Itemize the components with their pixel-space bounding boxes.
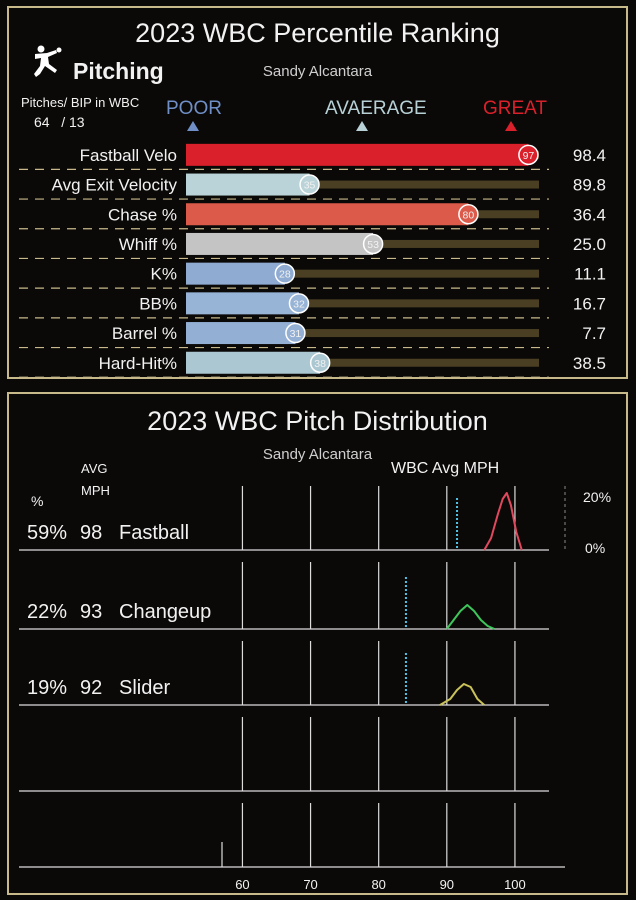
pitch-pct: 59%	[27, 522, 67, 544]
pitch-distribution-panel: 2023 WBC Pitch Distribution Sandy Alcant…	[7, 392, 628, 895]
counts-label: Pitches/ BIP in WBC	[21, 95, 140, 110]
percentile-label: 80	[463, 209, 475, 221]
percentile-ranking-panel: 2023 WBC Percentile Ranking Pitching San…	[7, 6, 628, 379]
metric-value: 16.7	[573, 294, 606, 313]
pitch-avg-mph: 98	[80, 522, 102, 544]
bar-track	[186, 269, 539, 278]
x-tick-label: 80	[371, 877, 385, 892]
poor-marker-icon	[187, 121, 199, 131]
bar-track	[186, 329, 539, 338]
distribution-chart: 60 70 80 90 100 59% 98 Fastball 22% 93 Changeup 19%…	[19, 486, 566, 892]
pitch-name: Fastball	[119, 522, 189, 544]
percentile-dot	[309, 352, 331, 373]
metric-value: 7.7	[582, 324, 606, 343]
percentile-dot	[299, 174, 320, 195]
ranking-title: 2023 WBC Percentile Ranking	[135, 18, 500, 48]
percentile-label: 31	[290, 328, 302, 340]
percentile-label: 38	[314, 358, 326, 370]
wbc-avg-mph-label: WBC Avg MPH	[391, 460, 500, 477]
metric-label: Barrel %	[112, 324, 177, 343]
distribution-curve	[439, 683, 485, 706]
metric-value: 25.0	[573, 235, 606, 254]
avg-column-header: AVG	[81, 461, 108, 476]
pitch-pct: 19%	[27, 677, 67, 699]
metric-label: K%	[151, 265, 177, 284]
mph-column-header: MPH	[81, 483, 110, 498]
scale-max-label: 20%	[583, 489, 612, 505]
metric-value: 38.5	[573, 354, 606, 373]
metric-value: 36.4	[573, 205, 606, 224]
bar-track	[186, 358, 539, 367]
metric-label: Fastball Velo	[80, 146, 177, 165]
ranking-player: Sandy Alcantara	[262, 63, 373, 80]
bar-track	[186, 299, 539, 308]
pitch-avg-mph: 93	[80, 601, 102, 623]
percentile-chart: 97 Fastball Velo 98.4 35 Avg Exit Velocity 89…	[19, 143, 606, 377]
percentile-bar	[186, 351, 321, 374]
percentile-label: 28	[279, 269, 291, 281]
bar-track	[186, 180, 539, 189]
distribution-player: Sandy Alcantara	[262, 446, 373, 463]
pitcher-icon	[29, 44, 65, 80]
pct-column-header: %	[31, 493, 44, 509]
percentile-label: 35	[304, 180, 316, 192]
average-marker-icon	[356, 121, 368, 131]
x-tick-label: 60	[235, 877, 249, 892]
metric-label: Chase %	[108, 205, 177, 224]
distribution-title: 2023 WBC Pitch Distribution	[147, 406, 488, 436]
section-label: Pitching	[73, 58, 164, 84]
percentile-bar	[186, 173, 310, 196]
great-marker-icon	[505, 121, 517, 131]
pitch-name: Slider	[119, 677, 170, 699]
metric-label: BB%	[139, 294, 177, 313]
pitch-name: Changeup	[119, 601, 211, 623]
pitch-avg-mph: 92	[80, 677, 102, 699]
x-tick-label: 90	[440, 877, 454, 892]
metric-label: Avg Exit Velocity	[52, 176, 178, 195]
percentile-bar	[186, 322, 296, 345]
distribution-curve	[483, 492, 523, 551]
percentile-dot	[285, 322, 306, 344]
percentile-bar	[186, 232, 374, 255]
percentile-bar	[186, 203, 469, 226]
percentile-dot	[274, 263, 296, 284]
scale-min-label: 0%	[585, 540, 606, 556]
percentile-label: 32	[293, 298, 305, 310]
x-tick-label: 100	[504, 877, 526, 892]
percentile-bar	[186, 262, 285, 285]
metric-value: 11.1	[574, 265, 606, 284]
metric-value: 89.8	[573, 176, 606, 195]
percentile-dot	[518, 144, 539, 166]
metric-label: Whiff %	[119, 235, 177, 254]
percentile-dot	[458, 204, 479, 225]
percentile-dot	[288, 293, 310, 314]
great-label: GREAT	[483, 98, 548, 119]
distribution-curve	[446, 604, 495, 630]
percentile-bar	[186, 292, 299, 315]
percentile-label: 53	[367, 239, 379, 251]
x-tick-label: 70	[303, 877, 317, 892]
percentile-dot	[362, 233, 384, 255]
metric-value: 98.4	[573, 146, 606, 165]
percentile-label: 97	[523, 150, 535, 162]
poor-label: POOR	[166, 98, 222, 119]
average-label: AVAERAGE	[325, 98, 427, 119]
metric-label: Hard-Hit%	[99, 354, 177, 373]
pitch-pct: 22%	[27, 601, 67, 623]
percentile-bar	[186, 143, 529, 166]
counts-value: 64 / 13	[34, 114, 85, 130]
